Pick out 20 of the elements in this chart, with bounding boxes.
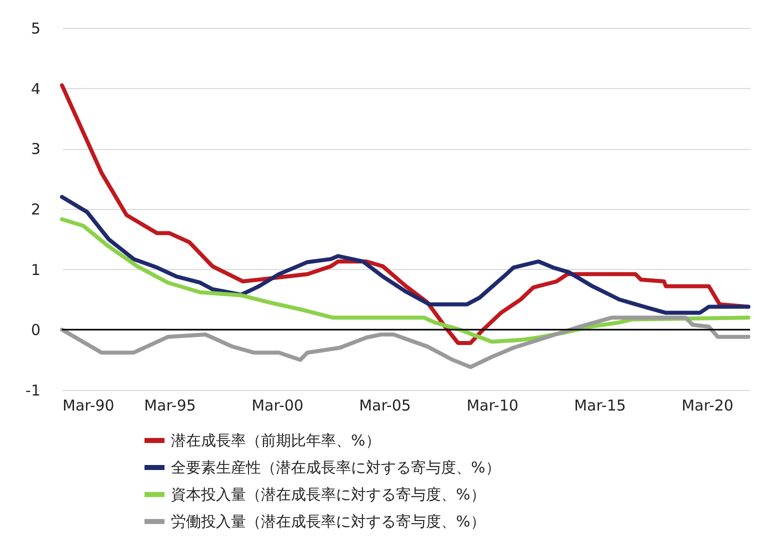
legend-label: 労働投入量（潜在成長率に対する寄与度、%） — [171, 512, 486, 530]
y-tick-label: 5 — [30, 20, 40, 38]
y-tick-label: 3 — [30, 140, 40, 158]
line-series — [60, 194, 750, 315]
line-series — [60, 316, 750, 370]
y-tick-label: 0 — [30, 321, 40, 340]
x-tick-label: Mar-15 — [574, 396, 626, 414]
legend-label: 潜在成長率（前期比年率、%） — [171, 432, 380, 450]
x-tick-label: Mar-95 — [144, 396, 196, 414]
y-tick-label: 4 — [30, 80, 40, 98]
x-tick-label: Mar-20 — [682, 396, 734, 414]
y-tick-label: -1 — [26, 382, 40, 400]
x-tick-label: Mar-05 — [359, 396, 411, 414]
y-tick-label: 2 — [30, 200, 40, 218]
y-tick-label: 1 — [30, 260, 40, 279]
x-tick-label: Mar-10 — [466, 396, 518, 414]
legend-label: 全要素生産性（潜在成長率に対する寄与度、%） — [171, 458, 500, 476]
x-tick-label: Mar-00 — [252, 396, 304, 414]
legend-label: 資本投入量（潜在成長率に対する寄与度、%） — [171, 486, 486, 504]
x-tick-label: Mar-90 — [62, 396, 114, 414]
